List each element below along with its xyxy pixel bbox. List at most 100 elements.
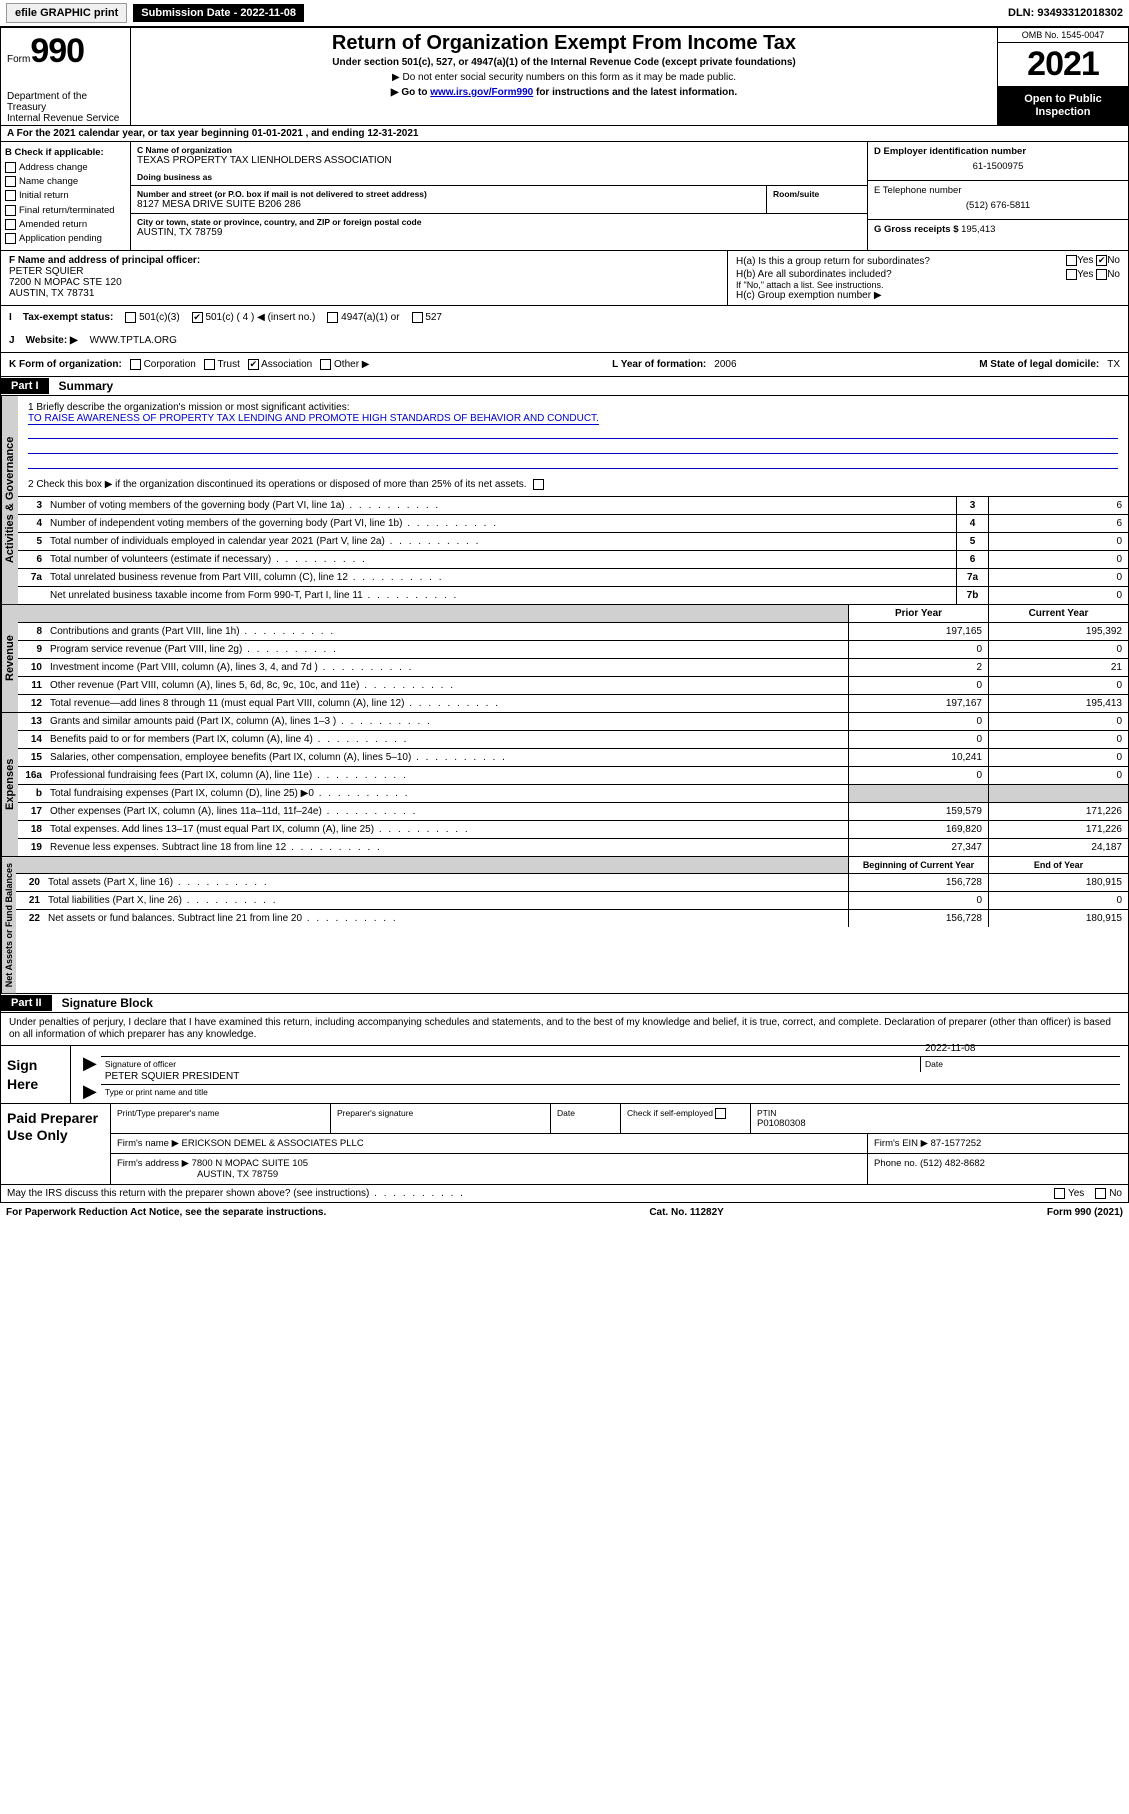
summary-line: Net unrelated business taxable income fr… [18,586,1128,604]
hb-yes-label: Yes [1077,269,1093,280]
hb-yes-checkbox[interactable] [1066,269,1077,280]
prep-sig-label: Preparer's signature [337,1108,544,1118]
ha-yes-checkbox[interactable] [1066,255,1077,266]
prior-value: 0 [848,767,988,784]
corp-label: Corporation [144,359,196,370]
financial-line: 22 Net assets or fund balances. Subtract… [16,909,1128,927]
financial-line: 11 Other revenue (Part VIII, column (A),… [18,676,1128,694]
summary-line: 6 Total number of volunteers (estimate i… [18,550,1128,568]
financial-line: 19 Revenue less expenses. Subtract line … [18,838,1128,856]
summary-line: 4 Number of independent voting members o… [18,514,1128,532]
hc-label: H(c) Group exemption number ▶ [736,290,1120,301]
paperwork-notice: For Paperwork Reduction Act Notice, see … [6,1207,326,1218]
perjury-declaration: Under penalties of perjury, I declare th… [1,1013,1128,1045]
prior-value: 0 [848,641,988,658]
discuss-row: May the IRS discuss this return with the… [0,1185,1129,1203]
prior-value: 0 [848,713,988,730]
website-url: WWW.TPTLA.ORG [90,335,177,346]
ha-label: H(a) Is this a group return for subordin… [736,256,930,267]
instructions-link[interactable]: www.irs.gov/Form990 [430,87,533,98]
name-change-checkbox[interactable] [5,176,16,187]
q2-checkbox[interactable] [533,479,544,490]
other-checkbox[interactable] [320,359,331,370]
501c-checkbox[interactable] [192,312,203,323]
current-value: 195,392 [988,623,1128,640]
line-num: 6 [18,551,46,568]
row-j: J Website: ▶ WWW.TPTLA.ORG [0,329,1129,353]
year-formation-label: L Year of formation: [612,359,706,370]
line-desc: Number of voting members of the governin… [46,497,956,514]
row-fh: F Name and address of principal officer:… [0,251,1129,305]
row-klm: K Form of organization: Corporation Trus… [0,353,1129,377]
section-a-period: A For the 2021 calendar year, or tax yea… [0,126,1129,142]
line-num [18,587,46,604]
amended-return-label: Amended return [19,218,87,231]
line-num: 13 [18,713,46,730]
tax-exempt-label: I Tax-exempt status: [9,312,113,323]
4947-checkbox[interactable] [327,312,338,323]
vtab-revenue: Revenue [1,605,18,712]
trust-checkbox[interactable] [204,359,215,370]
sign-here-label: Sign Here [1,1046,71,1102]
submission-date: Submission Date - 2022-11-08 [133,4,304,22]
financial-line: b Total fundraising expenses (Part IX, c… [18,784,1128,802]
na-hdr-blank [16,857,44,873]
application-pending-checkbox[interactable] [5,233,16,244]
expenses-section: Expenses 13 Grants and similar amounts p… [0,713,1129,857]
527-checkbox[interactable] [412,312,423,323]
501c3-label: 501(c)(3) [139,312,180,323]
part2-title: Signature Block [52,994,163,1012]
line-num: 17 [18,803,46,820]
dba-label: Doing business as [137,172,861,182]
line-desc: Number of independent voting members of … [46,515,956,532]
summary-line: 5 Total number of individuals employed i… [18,532,1128,550]
501c-label: 501(c) ( 4 ) ◀ (insert no.) [205,312,315,323]
financial-line: 9 Program service revenue (Part VIII, li… [18,640,1128,658]
final-return-checkbox[interactable] [5,205,16,216]
part1-header-row: Part I Summary [0,377,1129,396]
self-employed-checkbox[interactable] [715,1108,726,1119]
efile-print-button[interactable]: efile GRAPHIC print [6,3,127,23]
discuss-no-checkbox[interactable] [1095,1188,1106,1199]
box-b-label: B Check if applicable: [5,146,126,159]
corp-checkbox[interactable] [130,359,141,370]
part1-badge: Part I [1,378,49,394]
box-deg: D Employer identification number 61-1500… [868,142,1128,250]
hb-label: H(b) Are all subordinates included? [736,269,892,280]
prior-value: 197,167 [848,695,988,712]
initial-return-checkbox[interactable] [5,190,16,201]
header-left: Form990 Department of the Treasury Inter… [1,28,131,125]
amended-return-checkbox[interactable] [5,219,16,230]
current-value: 0 [988,892,1128,909]
department-label: Department of the Treasury Internal Reve… [7,91,124,124]
prior-value: 0 [848,892,988,909]
prior-value: 197,165 [848,623,988,640]
website-label: J Website: ▶ [9,335,78,346]
address-change-checkbox[interactable] [5,162,16,173]
domicile-label: M State of legal domicile: [979,359,1099,370]
discuss-yes-checkbox[interactable] [1054,1188,1065,1199]
prior-value: 2 [848,659,988,676]
form-header: Form990 Department of the Treasury Inter… [0,27,1129,126]
line-value: 6 [988,515,1128,532]
hb-no-checkbox[interactable] [1096,269,1107,280]
501c3-checkbox[interactable] [125,312,136,323]
line-num: 8 [18,623,46,640]
line-desc: Total assets (Part X, line 16) [44,874,848,891]
form-subtitle: Under section 501(c), 527, or 4947(a)(1)… [137,57,991,68]
assoc-checkbox[interactable] [248,359,259,370]
ha-no-checkbox[interactable] [1096,255,1107,266]
sig-arrow-1: ▶ [79,1056,101,1072]
line-num: 14 [18,731,46,748]
officer-label: F Name and address of principal officer: [9,255,719,266]
mission-blank-3 [28,456,1118,469]
financial-line: 18 Total expenses. Add lines 13–17 (must… [18,820,1128,838]
year-formation-value: 2006 [714,359,736,370]
city-value: AUSTIN, TX 78759 [137,227,861,238]
ssn-note: ▶ Do not enter social security numbers o… [137,72,991,83]
street-label: Number and street (or P.O. box if mail i… [137,189,760,199]
financial-line: 20 Total assets (Part X, line 16) 156,72… [16,873,1128,891]
rev-hdr-desc-blank [46,605,848,622]
prior-value [848,785,988,802]
discuss-yes-label: Yes [1068,1188,1084,1199]
